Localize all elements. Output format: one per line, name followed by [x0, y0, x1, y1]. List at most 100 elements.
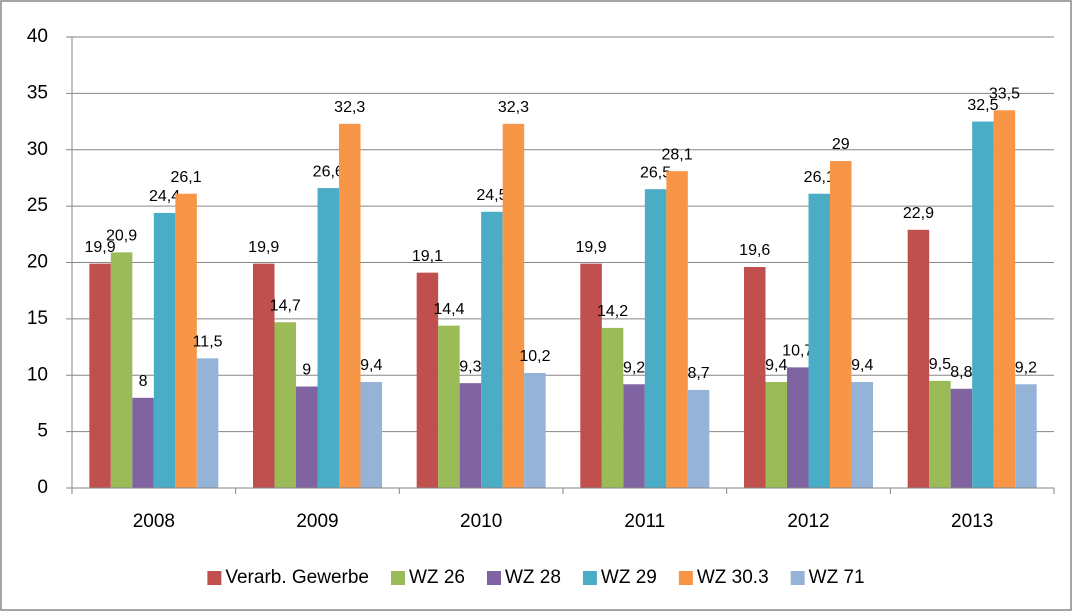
- data-label: 10,7: [782, 343, 813, 360]
- bar: [502, 123, 525, 488]
- data-label: 32,3: [498, 99, 529, 116]
- data-label: 11,5: [193, 334, 223, 351]
- bar: [438, 325, 460, 488]
- data-label: 9,3: [459, 358, 481, 375]
- data-label: 8,7: [687, 365, 709, 382]
- bar: [601, 327, 624, 488]
- bar: [459, 383, 482, 488]
- x-tick-label: 2010: [460, 511, 502, 532]
- bar: [1015, 384, 1037, 488]
- bar: [153, 212, 176, 488]
- bar: [416, 272, 439, 488]
- bar: [89, 263, 111, 488]
- data-label: 32,5: [967, 97, 998, 114]
- bar: [644, 189, 667, 488]
- bar: [296, 386, 318, 488]
- bar: [580, 263, 602, 488]
- data-label: 19,9: [576, 239, 607, 256]
- x-tick-label: 2008: [133, 511, 175, 532]
- legend-label: WZ 26: [409, 567, 465, 588]
- bar: [993, 110, 1016, 488]
- bar: [360, 382, 382, 488]
- legend-swatch: [678, 571, 693, 585]
- data-label: 19,9: [248, 239, 279, 256]
- data-label: 9: [302, 362, 311, 379]
- data-label: 24,5: [476, 187, 507, 204]
- bar: [623, 384, 645, 488]
- data-label: 8: [139, 373, 148, 390]
- bar: [110, 252, 133, 488]
- bar: [787, 367, 809, 488]
- legend-label: WZ 29: [601, 567, 657, 588]
- data-label: 29: [832, 136, 850, 153]
- data-label: 19,1: [412, 248, 443, 265]
- x-tick-label: 2011: [624, 511, 665, 532]
- legend-label: WZ 30.3: [697, 567, 769, 588]
- bar: [481, 211, 503, 488]
- bar: [666, 171, 688, 489]
- bar: [972, 121, 994, 488]
- bar: [808, 193, 830, 488]
- legend-label: Verarb. Gewerbe: [225, 567, 369, 588]
- data-label: 19,9: [85, 239, 116, 256]
- y-tick-label: 0: [37, 477, 48, 498]
- data-label: 32,3: [334, 99, 365, 116]
- y-tick-label: 35: [27, 82, 48, 103]
- data-label: 9,4: [765, 357, 787, 374]
- bar: [687, 389, 710, 488]
- bar: [132, 397, 154, 488]
- bar: [851, 382, 873, 488]
- data-label: 9,2: [1015, 359, 1037, 376]
- bar: [339, 123, 361, 488]
- legend-swatch: [391, 571, 406, 585]
- data-label: 14,2: [597, 303, 628, 320]
- data-label: 8,8: [950, 364, 972, 381]
- legend-swatch: [582, 571, 597, 585]
- data-label: 9,4: [360, 357, 382, 374]
- y-tick-label: 5: [37, 421, 48, 442]
- bar: [830, 161, 852, 488]
- data-label: 9,5: [929, 356, 951, 373]
- data-label: 28,1: [662, 146, 693, 163]
- data-label: 22,9: [903, 205, 934, 222]
- bar: [907, 229, 930, 489]
- bar: [950, 388, 973, 488]
- bar: [765, 382, 787, 488]
- bar: [274, 322, 296, 488]
- data-label: 26,5: [640, 164, 671, 181]
- data-label: 9,2: [623, 359, 645, 376]
- data-label: 24,4: [149, 188, 180, 205]
- y-tick-label: 10: [27, 364, 48, 385]
- y-tick-label: 30: [27, 139, 48, 160]
- x-tick-label: 2009: [296, 511, 338, 532]
- data-label: 26,1: [171, 169, 202, 186]
- legend-swatch: [486, 571, 501, 585]
- bar: [253, 263, 275, 488]
- legend-label: WZ 71: [809, 567, 865, 588]
- data-label: 14,7: [270, 297, 301, 314]
- bar: [744, 267, 766, 488]
- data-label: 26,6: [313, 163, 344, 180]
- bar: [929, 380, 951, 488]
- data-label: 20,9: [106, 228, 137, 245]
- bar: [175, 193, 197, 488]
- bar: [524, 372, 546, 488]
- bar: [196, 358, 219, 488]
- y-tick-label: 15: [27, 308, 48, 329]
- x-tick-label: 2013: [951, 511, 993, 532]
- y-tick-label: 25: [27, 195, 48, 216]
- data-label: 19,6: [739, 242, 770, 259]
- y-tick-label: 40: [27, 26, 48, 47]
- data-label: 14,4: [433, 301, 464, 318]
- bar: [317, 188, 339, 488]
- legend-swatch: [207, 571, 222, 585]
- data-label: 33,5: [989, 86, 1020, 103]
- y-tick-label: 20: [27, 252, 48, 273]
- data-label: 26,1: [804, 169, 835, 186]
- x-tick-label: 2012: [787, 511, 829, 532]
- legend-swatch: [790, 571, 805, 585]
- data-label: 10,2: [519, 348, 550, 365]
- data-label: 9,4: [851, 357, 873, 374]
- legend-label: WZ 28: [505, 567, 561, 588]
